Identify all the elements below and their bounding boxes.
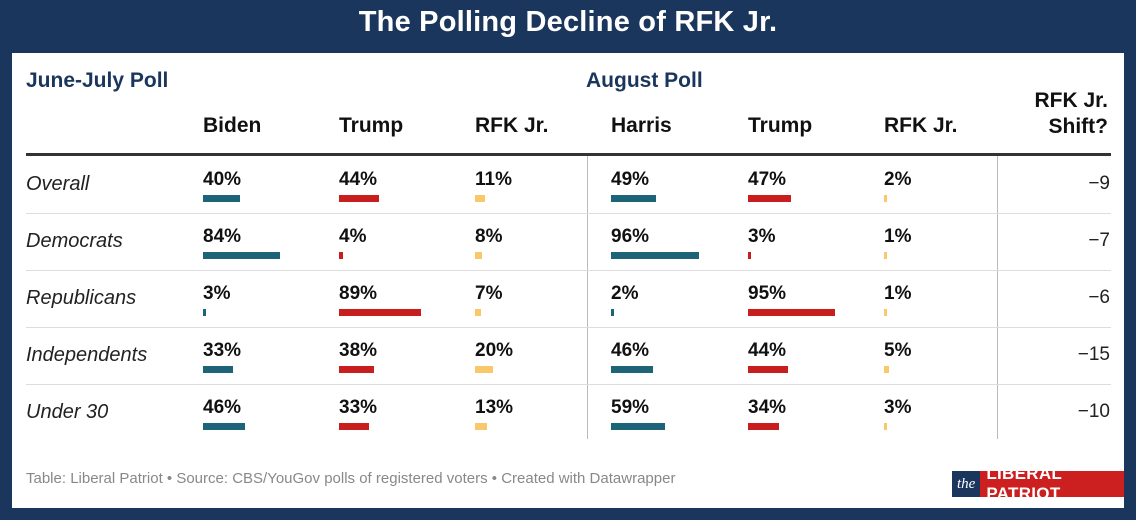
- cell-bar: [203, 195, 240, 202]
- logo-name-text: LIBERAL PATRIOT: [980, 464, 1124, 503]
- cell-bar: [475, 252, 483, 259]
- cell-value: 34%: [748, 397, 787, 418]
- col-head-harris: Harris: [611, 114, 672, 137]
- cell-bar: [884, 366, 889, 373]
- cell-bar: [611, 423, 666, 430]
- col-head-trump-1: Trump: [339, 114, 404, 137]
- cell-value: 44%: [748, 340, 787, 361]
- liberal-patriot-logo: the LIBERAL PATRIOT: [952, 464, 1124, 503]
- cell-value: 4%: [339, 226, 367, 247]
- cell-bar: [475, 195, 486, 202]
- header-rule: [26, 153, 1111, 156]
- col-head-biden: Biden: [203, 114, 262, 137]
- cell-bar: [339, 195, 380, 202]
- table-panel: June-July Poll August Poll Biden Trump R…: [12, 53, 1124, 508]
- col-head-rfk-2: RFK Jr.: [884, 114, 958, 137]
- cell-value: 38%: [339, 340, 378, 361]
- cell-value: 96%: [611, 226, 650, 247]
- cell-value: 1%: [884, 283, 912, 304]
- row-rule: [26, 384, 1111, 385]
- cell-value: 40%: [203, 169, 242, 190]
- cell-value: 47%: [748, 169, 787, 190]
- cell-bar: [748, 366, 789, 373]
- cell-value: 8%: [475, 226, 503, 247]
- cell-bar: [339, 423, 370, 430]
- cell-bar: [339, 252, 343, 259]
- cell-bar: [203, 252, 281, 259]
- col-head-rfk-1: RFK Jr.: [475, 114, 549, 137]
- cell-bar: [475, 423, 487, 430]
- cell-value: 33%: [339, 397, 378, 418]
- row-label: Republicans: [26, 287, 137, 309]
- shift-value: −7: [1088, 230, 1110, 251]
- cell-value: 3%: [748, 226, 776, 247]
- cell-bar: [203, 309, 206, 316]
- cell-value: 95%: [748, 283, 787, 304]
- col-head-trump-2: Trump: [748, 114, 813, 137]
- cell-value: 46%: [611, 340, 650, 361]
- cell-bar: [748, 423, 780, 430]
- cell-value: 5%: [884, 340, 912, 361]
- group-label-august: August Poll: [586, 69, 703, 92]
- cell-bar: [884, 195, 887, 202]
- cell-value: 20%: [475, 340, 514, 361]
- cell-value: 84%: [203, 226, 242, 247]
- row-rule: [26, 270, 1111, 271]
- cell-value: 2%: [884, 169, 912, 190]
- cell-value: 1%: [884, 226, 912, 247]
- cell-bar: [748, 252, 751, 259]
- cell-bar: [748, 309, 836, 316]
- cell-value: 11%: [475, 169, 512, 190]
- cell-value: 44%: [339, 169, 378, 190]
- cell-bar: [611, 252, 700, 259]
- shift-value: −6: [1088, 287, 1110, 308]
- cell-bar: [611, 195, 657, 202]
- cell-bar: [339, 309, 421, 316]
- shift-divider: [997, 156, 998, 439]
- group-label-june-july: June-July Poll: [26, 69, 169, 92]
- row-label: Under 30: [26, 401, 109, 423]
- cell-value: 2%: [611, 283, 639, 304]
- cell-bar: [611, 309, 614, 316]
- cell-bar: [884, 252, 887, 259]
- cell-value: 46%: [203, 397, 242, 418]
- shift-value: −10: [1077, 401, 1110, 422]
- chart-title: The Polling Decline of RFK Jr.: [358, 6, 778, 38]
- cell-bar: [475, 309, 482, 316]
- row-rule: [26, 213, 1111, 214]
- logo-the-text: the: [952, 471, 981, 497]
- row-label: Overall: [26, 173, 90, 195]
- cell-value: 89%: [339, 283, 378, 304]
- cell-bar: [884, 423, 887, 430]
- cell-bar: [339, 366, 374, 373]
- cell-bar: [611, 366, 654, 373]
- cell-value: 49%: [611, 169, 650, 190]
- cell-bar: [475, 366, 494, 373]
- shift-value: −15: [1077, 344, 1110, 365]
- cell-bar: [884, 309, 887, 316]
- col-head-shift: RFK Jr. Shift?: [1034, 89, 1108, 138]
- cell-value: 3%: [203, 283, 231, 304]
- poll-divider: [587, 156, 588, 439]
- row-label: Democrats: [26, 230, 123, 252]
- row-rule: [26, 327, 1111, 328]
- cell-value: 13%: [475, 397, 514, 418]
- row-label: Independents: [26, 344, 148, 366]
- cell-value: 59%: [611, 397, 650, 418]
- shift-value: −9: [1088, 173, 1110, 194]
- cell-bar: [748, 195, 792, 202]
- cell-value: 7%: [475, 283, 503, 304]
- cell-value: 3%: [884, 397, 912, 418]
- cell-bar: [203, 423, 246, 430]
- source-note: Table: Liberal Patriot • Source: CBS/You…: [26, 470, 676, 487]
- cell-bar: [203, 366, 234, 373]
- cell-value: 33%: [203, 340, 242, 361]
